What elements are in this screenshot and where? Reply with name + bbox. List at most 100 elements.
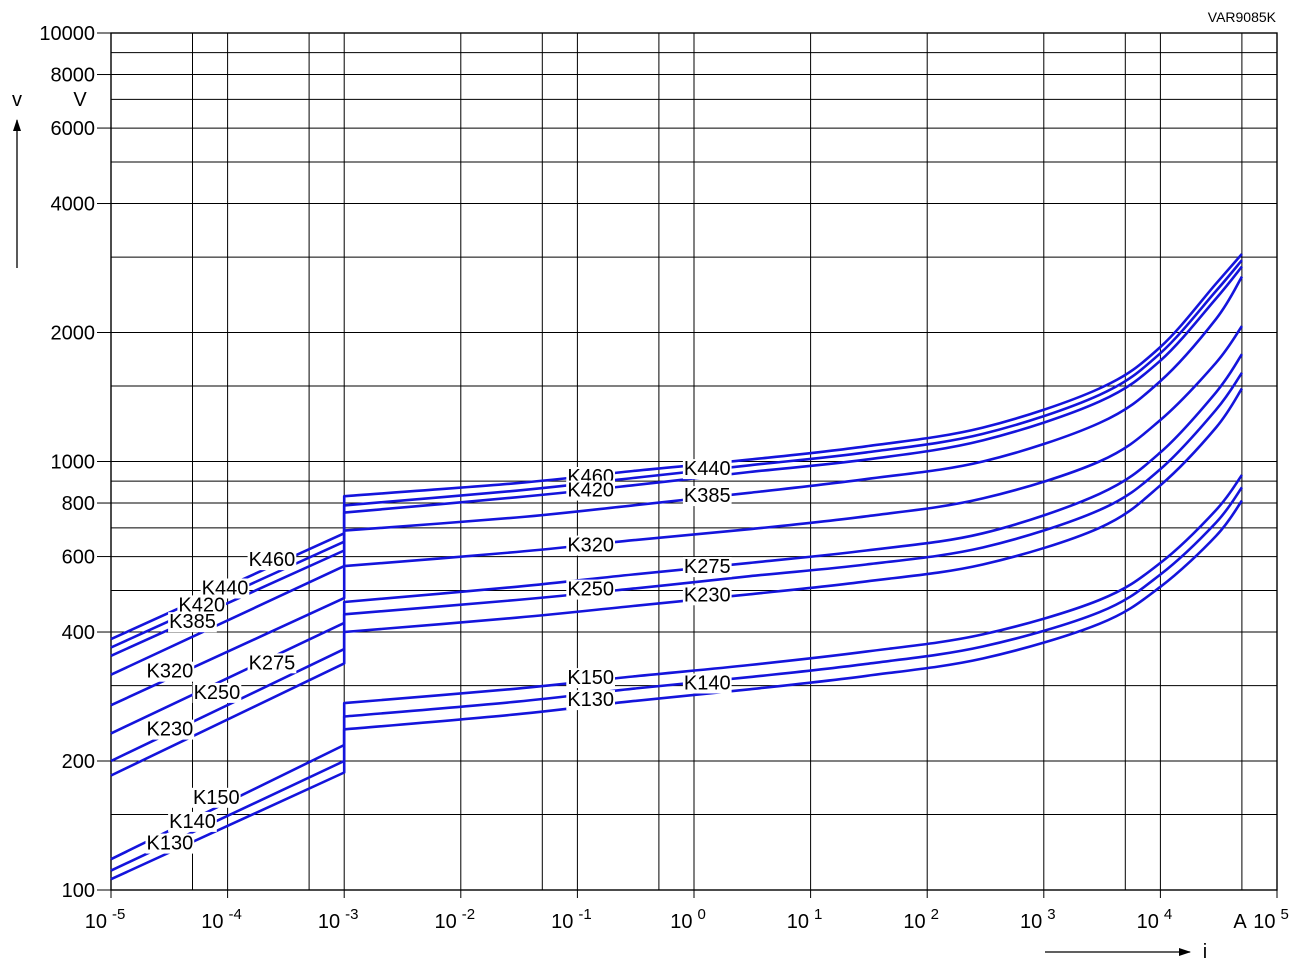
curve-label-background: [566, 668, 615, 689]
curve-label: K130: [567, 689, 614, 711]
curve-label-group: K275: [247, 652, 297, 674]
curve-label-group: K320: [566, 535, 615, 557]
y-tick-label: 200: [62, 751, 95, 773]
curve-label: K250: [567, 579, 614, 601]
curve-label-group: K130: [145, 833, 195, 855]
curve-label-group: K420: [566, 480, 615, 502]
curve-label: K420: [178, 594, 225, 616]
x-axis-unit: A: [1233, 911, 1247, 933]
y-tick-label: 6000: [51, 118, 96, 140]
curve-label-group: K140: [682, 672, 732, 694]
curve-label: K460: [249, 549, 296, 571]
curve-label-background: [566, 690, 615, 711]
y-tick-label: 100: [62, 880, 95, 902]
curve-label-background: [682, 557, 732, 578]
curve-label-background: [682, 585, 732, 606]
curve-label-group: K385: [682, 485, 732, 507]
y-tick-label: 800: [62, 493, 95, 515]
x-tick-label: 10 2: [903, 906, 939, 933]
curve-label: K385: [169, 611, 216, 633]
curve-label-group: K385: [168, 611, 217, 633]
x-tick-label: 10 -4: [201, 906, 242, 933]
series-line-k440: [110, 259, 1243, 649]
curve-label: K440: [202, 578, 249, 600]
curve-label-background: [168, 811, 217, 832]
curve-label-background: [145, 719, 195, 740]
curve-label: K385: [684, 485, 731, 507]
x-tick-label: 10 -3: [318, 906, 359, 933]
tick-labels: 100 200 400 600 800 1000 2000 4000 6000 8000 10000…: [39, 23, 1288, 933]
curve-label-group: K420: [177, 594, 227, 616]
curve-label-group: K230: [145, 719, 195, 741]
y-tick-label: 10000: [39, 23, 95, 45]
curve-label-background: [247, 550, 297, 571]
series-line-k320: [110, 325, 1243, 707]
curve-label: K140: [169, 811, 216, 833]
series-line-k460: [110, 253, 1243, 641]
series-line-k230: [110, 387, 1243, 777]
x-tick-label: 10 1: [787, 906, 823, 933]
x-tick-label: 10 -5: [85, 906, 126, 933]
curve-label-background: [566, 480, 615, 501]
curve-label: K250: [194, 682, 241, 704]
x-tick-label: 10 -2: [435, 906, 476, 933]
series-line-k130: [110, 499, 1243, 881]
curve-label-group: K230: [682, 584, 732, 606]
y-tick-label: 600: [62, 547, 95, 569]
curve-label-group: K150: [191, 787, 241, 809]
series-line-k150: [110, 474, 1243, 861]
curve-label: K140: [684, 672, 731, 694]
curve-label-background: [682, 486, 732, 507]
series-line-k250: [110, 372, 1243, 763]
series-lines: [110, 253, 1244, 881]
curve-label-background: [145, 833, 195, 854]
series-line-k420: [110, 265, 1243, 657]
x-axis-label: i: [1203, 941, 1207, 961]
curve-label-background: [192, 682, 242, 703]
curve-label: K150: [193, 787, 240, 809]
y-tick-label: 8000: [51, 65, 96, 87]
y-axis-label: v: [12, 89, 22, 111]
curve-label: K150: [567, 667, 614, 689]
curve-label-background: [566, 535, 615, 556]
curve-label: K130: [147, 833, 194, 855]
series-line-k385: [110, 276, 1244, 676]
curve-label-background: [145, 661, 195, 682]
curve-label: K440: [684, 458, 731, 480]
curve-label: K275: [249, 652, 296, 674]
curve-label-group: K250: [566, 579, 615, 601]
curve-label-background: [200, 578, 250, 599]
series-line-k140: [110, 486, 1243, 872]
y-axis-unit: V: [73, 89, 87, 111]
x-tick-label: 10 5: [1253, 906, 1289, 933]
curve-label-group: K275: [682, 556, 732, 578]
y-tick-label: 400: [62, 622, 95, 644]
curve-label-background: [682, 459, 732, 480]
curve-label-group: K440: [682, 458, 732, 480]
curve-label-background: [191, 787, 241, 808]
curve-label-group: K460: [247, 549, 297, 571]
y-tick-label: 1000: [51, 452, 96, 474]
curve-label-background: [177, 595, 227, 616]
curve-label: K320: [147, 661, 194, 683]
x-tick-label: 10 0: [670, 906, 706, 933]
curve-label-background: [247, 653, 297, 674]
curve-label: K230: [147, 719, 194, 741]
curve-label-group: K440: [200, 578, 250, 600]
curve-label-group: K250: [192, 682, 242, 704]
x-tick-label: 10 -1: [551, 906, 592, 933]
curve-label-background: [168, 612, 217, 633]
curve-label: K420: [567, 480, 614, 502]
y-tick-label: 4000: [51, 194, 96, 216]
y-tick-label: 2000: [51, 323, 96, 345]
curve-label: K275: [684, 556, 731, 578]
curve-label-group: K140: [168, 811, 217, 833]
curve-label-background: [566, 579, 615, 600]
curve-label-group: K150: [566, 667, 615, 689]
x-tick-label: 10 4: [1137, 906, 1173, 933]
curve-label-group: K320: [145, 661, 195, 683]
curve-label: K230: [684, 584, 731, 606]
curve-label-background: [682, 673, 732, 694]
